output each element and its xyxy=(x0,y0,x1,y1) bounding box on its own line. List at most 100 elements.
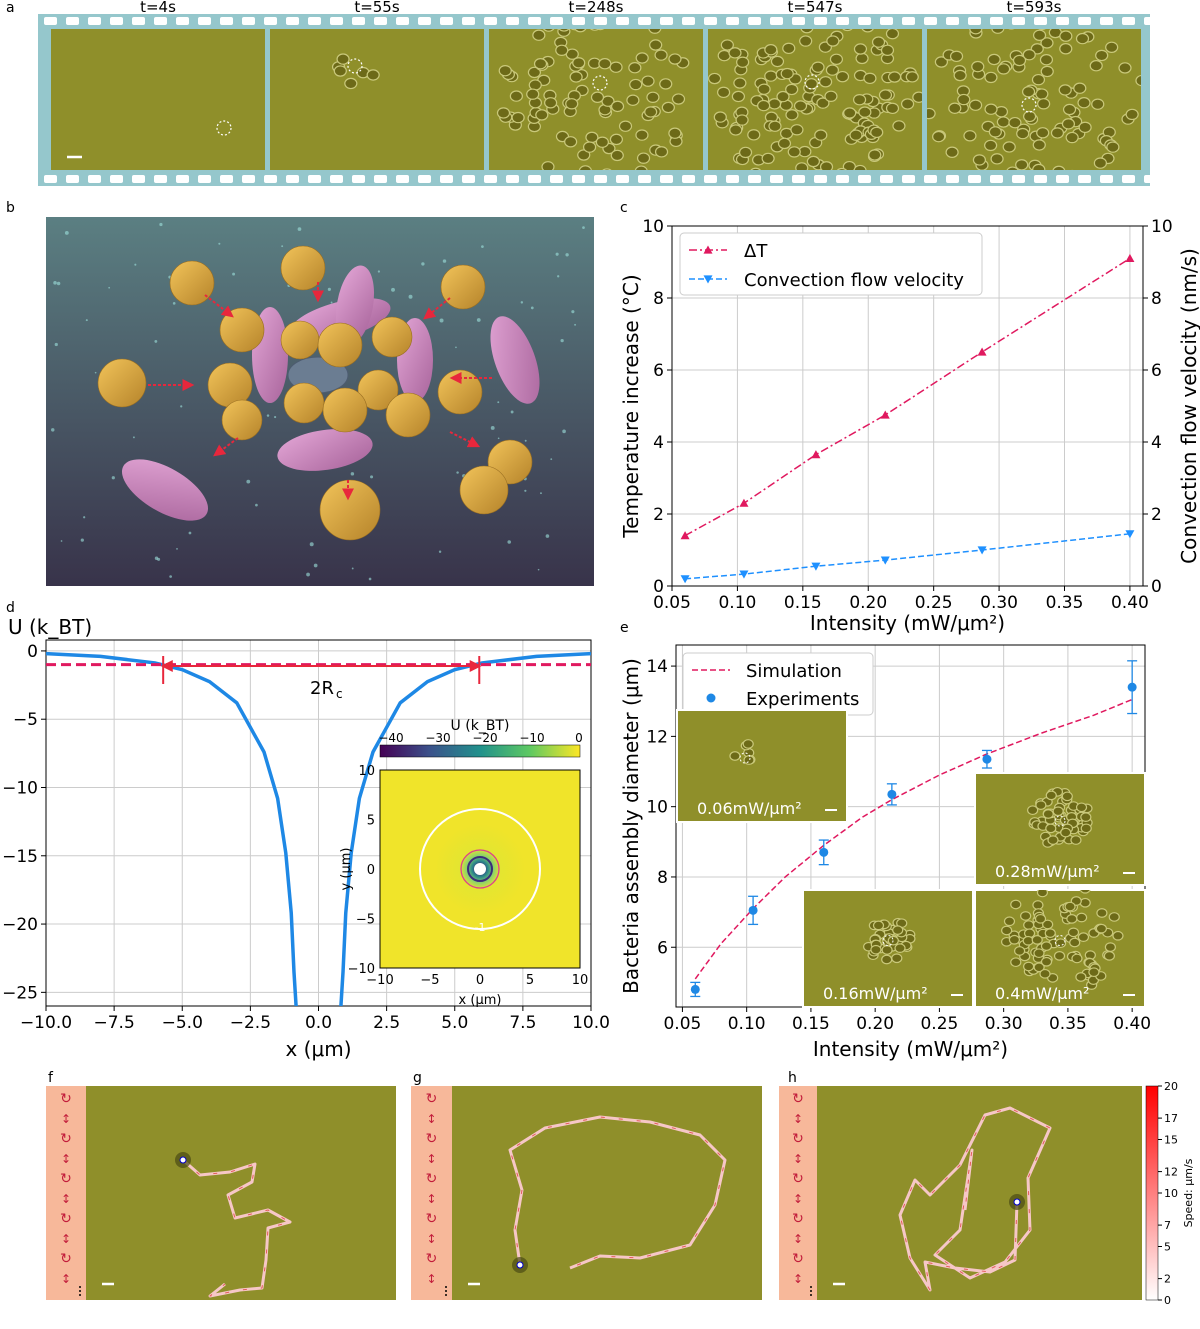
bacterium-cell xyxy=(1079,897,1091,908)
x-tick-label: 10.0 xyxy=(572,1013,610,1033)
film-hole xyxy=(1012,17,1025,25)
bacterium-cell xyxy=(881,954,893,965)
film-hole xyxy=(462,17,475,25)
plot-frame xyxy=(45,639,592,1007)
bacterium-cell xyxy=(333,65,347,77)
data-point xyxy=(880,556,890,565)
bacterium-cell xyxy=(905,71,919,83)
speckle xyxy=(520,301,524,304)
film-hole xyxy=(924,17,937,25)
bacterium-cell xyxy=(835,70,850,83)
bacterium-cell xyxy=(729,124,743,136)
attraction-arrow xyxy=(449,431,481,448)
y-axis-label-left: Temperature increase (°C) xyxy=(619,274,643,538)
bacterium-cell xyxy=(641,75,655,87)
bacterium-cell xyxy=(1039,54,1054,66)
y-tick-label: 10 xyxy=(642,217,664,237)
data-point xyxy=(690,984,700,994)
chart-title: U (k_BT) xyxy=(8,615,92,639)
colorbar-tick-label: 2 xyxy=(1164,1273,1171,1286)
trajectory-panels: ↻ ↕ ↻ ↕ ↻ ↕ ↻ ↕ ↻ ↕ ↻ ↕ ↻ ↕ ↻ ↕ ↻ ↕ ↻ ↕ ↻ ↕ ↻ ↕ ↻ ↕ ↻ ↕ ↻ ↕ 0 2 5 7 10 12 15… xyxy=(46,1080,1195,1307)
bacterium-cell xyxy=(602,168,612,170)
inset-label: 0.4mW/μm² xyxy=(995,984,1089,1003)
film-hole xyxy=(1078,17,1091,25)
bacterium-cell xyxy=(1104,942,1116,952)
x-tick-label: 0.35 xyxy=(1049,1014,1087,1034)
bacterium-cell xyxy=(843,107,857,119)
bacterium-cell xyxy=(636,152,651,164)
bacterium-cell xyxy=(764,44,778,56)
run-icon: ↕ xyxy=(426,1152,436,1166)
bacterium-cell xyxy=(1095,923,1108,934)
bacterium-cell xyxy=(578,165,592,170)
bacterium-cell xyxy=(733,77,747,89)
bacterium-cell xyxy=(634,165,648,170)
speckle xyxy=(368,577,372,581)
film-hole xyxy=(990,175,1003,183)
bacterium-cell xyxy=(795,162,809,170)
bacterium-cell xyxy=(770,55,785,68)
inset-cells xyxy=(1027,786,1093,848)
bacterium-cell xyxy=(1031,935,1043,945)
chart-d: −10.0 −7.5 −5.0 −2.5 0.0 2.5 5.0 7.5 10.00−5−10−… xyxy=(2,615,610,1061)
bacterium-cell xyxy=(806,155,820,168)
y-right-tick-label: 6 xyxy=(1151,361,1162,381)
bacterium-cell xyxy=(1043,187,1055,197)
bacterium-cell xyxy=(1042,809,1054,819)
bacterium-cell xyxy=(870,944,882,955)
panels-fgh: f g h ↻ ↕ ↻ ↕ ↻ ↕ ↻ ↕ ↻ ↕ ↻ ↕ ↻ ↕ ↻ ↕ ↻ ↕ ↻ ↕ ↻ ↕ ↻ ↕ ↻ ↕ ↻ ↕ ↻ ↕ 0 2 5 7… xyxy=(46,1070,1195,1307)
bacterium-cell xyxy=(988,126,1002,138)
inset-y-tick: −5 xyxy=(356,913,375,928)
x-axis-label: Intensity (mW/μm²) xyxy=(813,1037,1008,1061)
bacterium-cell xyxy=(1022,49,1036,61)
bacterium-cell xyxy=(1013,188,1025,198)
data-point xyxy=(739,498,749,507)
attraction-arrow xyxy=(204,294,234,318)
bacterium-cell xyxy=(816,97,830,109)
rotation-icon: ↻ xyxy=(60,1131,72,1147)
film-hole xyxy=(616,175,629,183)
frame-time-label: t=547s xyxy=(788,0,843,16)
bacterium-cell xyxy=(336,53,350,65)
film-hole xyxy=(814,17,827,25)
rotation-icon: ↻ xyxy=(792,1251,804,1267)
bacterium-cell xyxy=(1077,932,1090,942)
colorbar-tick-label: 7 xyxy=(1164,1219,1171,1232)
rotation-sequence-strip xyxy=(779,1086,817,1300)
bacterium-cell xyxy=(629,78,643,91)
bacterium-cell xyxy=(1060,827,1072,838)
film-hole xyxy=(550,175,563,183)
bacterium-cell xyxy=(1037,98,1051,110)
panel-c: c 0.05 0.10 0.15 0.20 0.25 0.30 0.35 0.40024681… xyxy=(619,200,1200,635)
panel-letter-e: e xyxy=(620,620,629,636)
film-hole xyxy=(264,175,277,183)
bacterium-cell xyxy=(1064,901,1076,912)
bacterium-cell xyxy=(1023,920,1035,930)
film-hole xyxy=(792,175,805,183)
speckle xyxy=(351,567,354,570)
colorbar-tick: −20 xyxy=(472,731,497,745)
speckle xyxy=(421,262,425,266)
film-hole xyxy=(858,175,871,183)
bacterium-cell xyxy=(535,109,549,121)
bacterium-cell xyxy=(1080,2,1092,12)
data-point xyxy=(880,410,890,419)
y-right-tick-label: 2 xyxy=(1151,505,1162,525)
bacterium-cell xyxy=(1106,141,1120,153)
bacterium-cell xyxy=(819,161,834,170)
inset-x-tick: 0 xyxy=(476,973,484,988)
colorbar-tick-label: 20 xyxy=(1164,1080,1178,1093)
film-hole xyxy=(1034,17,1047,25)
inset-label: 0.06mW/μm² xyxy=(697,799,802,818)
frame-time-label: t=248s xyxy=(569,0,624,16)
inset-y-tick: 0 xyxy=(367,863,375,878)
bacterium-cell xyxy=(963,130,977,142)
sphere-bacterium xyxy=(357,369,399,411)
y-right-tick-label: 8 xyxy=(1151,289,1162,309)
inset-x-tick: −10 xyxy=(366,973,393,988)
speckle xyxy=(565,253,569,257)
speckle xyxy=(530,306,534,310)
bacterium-cell xyxy=(1011,186,1023,196)
colorbar-tick: 0 xyxy=(575,731,583,745)
film-hole xyxy=(462,175,475,183)
